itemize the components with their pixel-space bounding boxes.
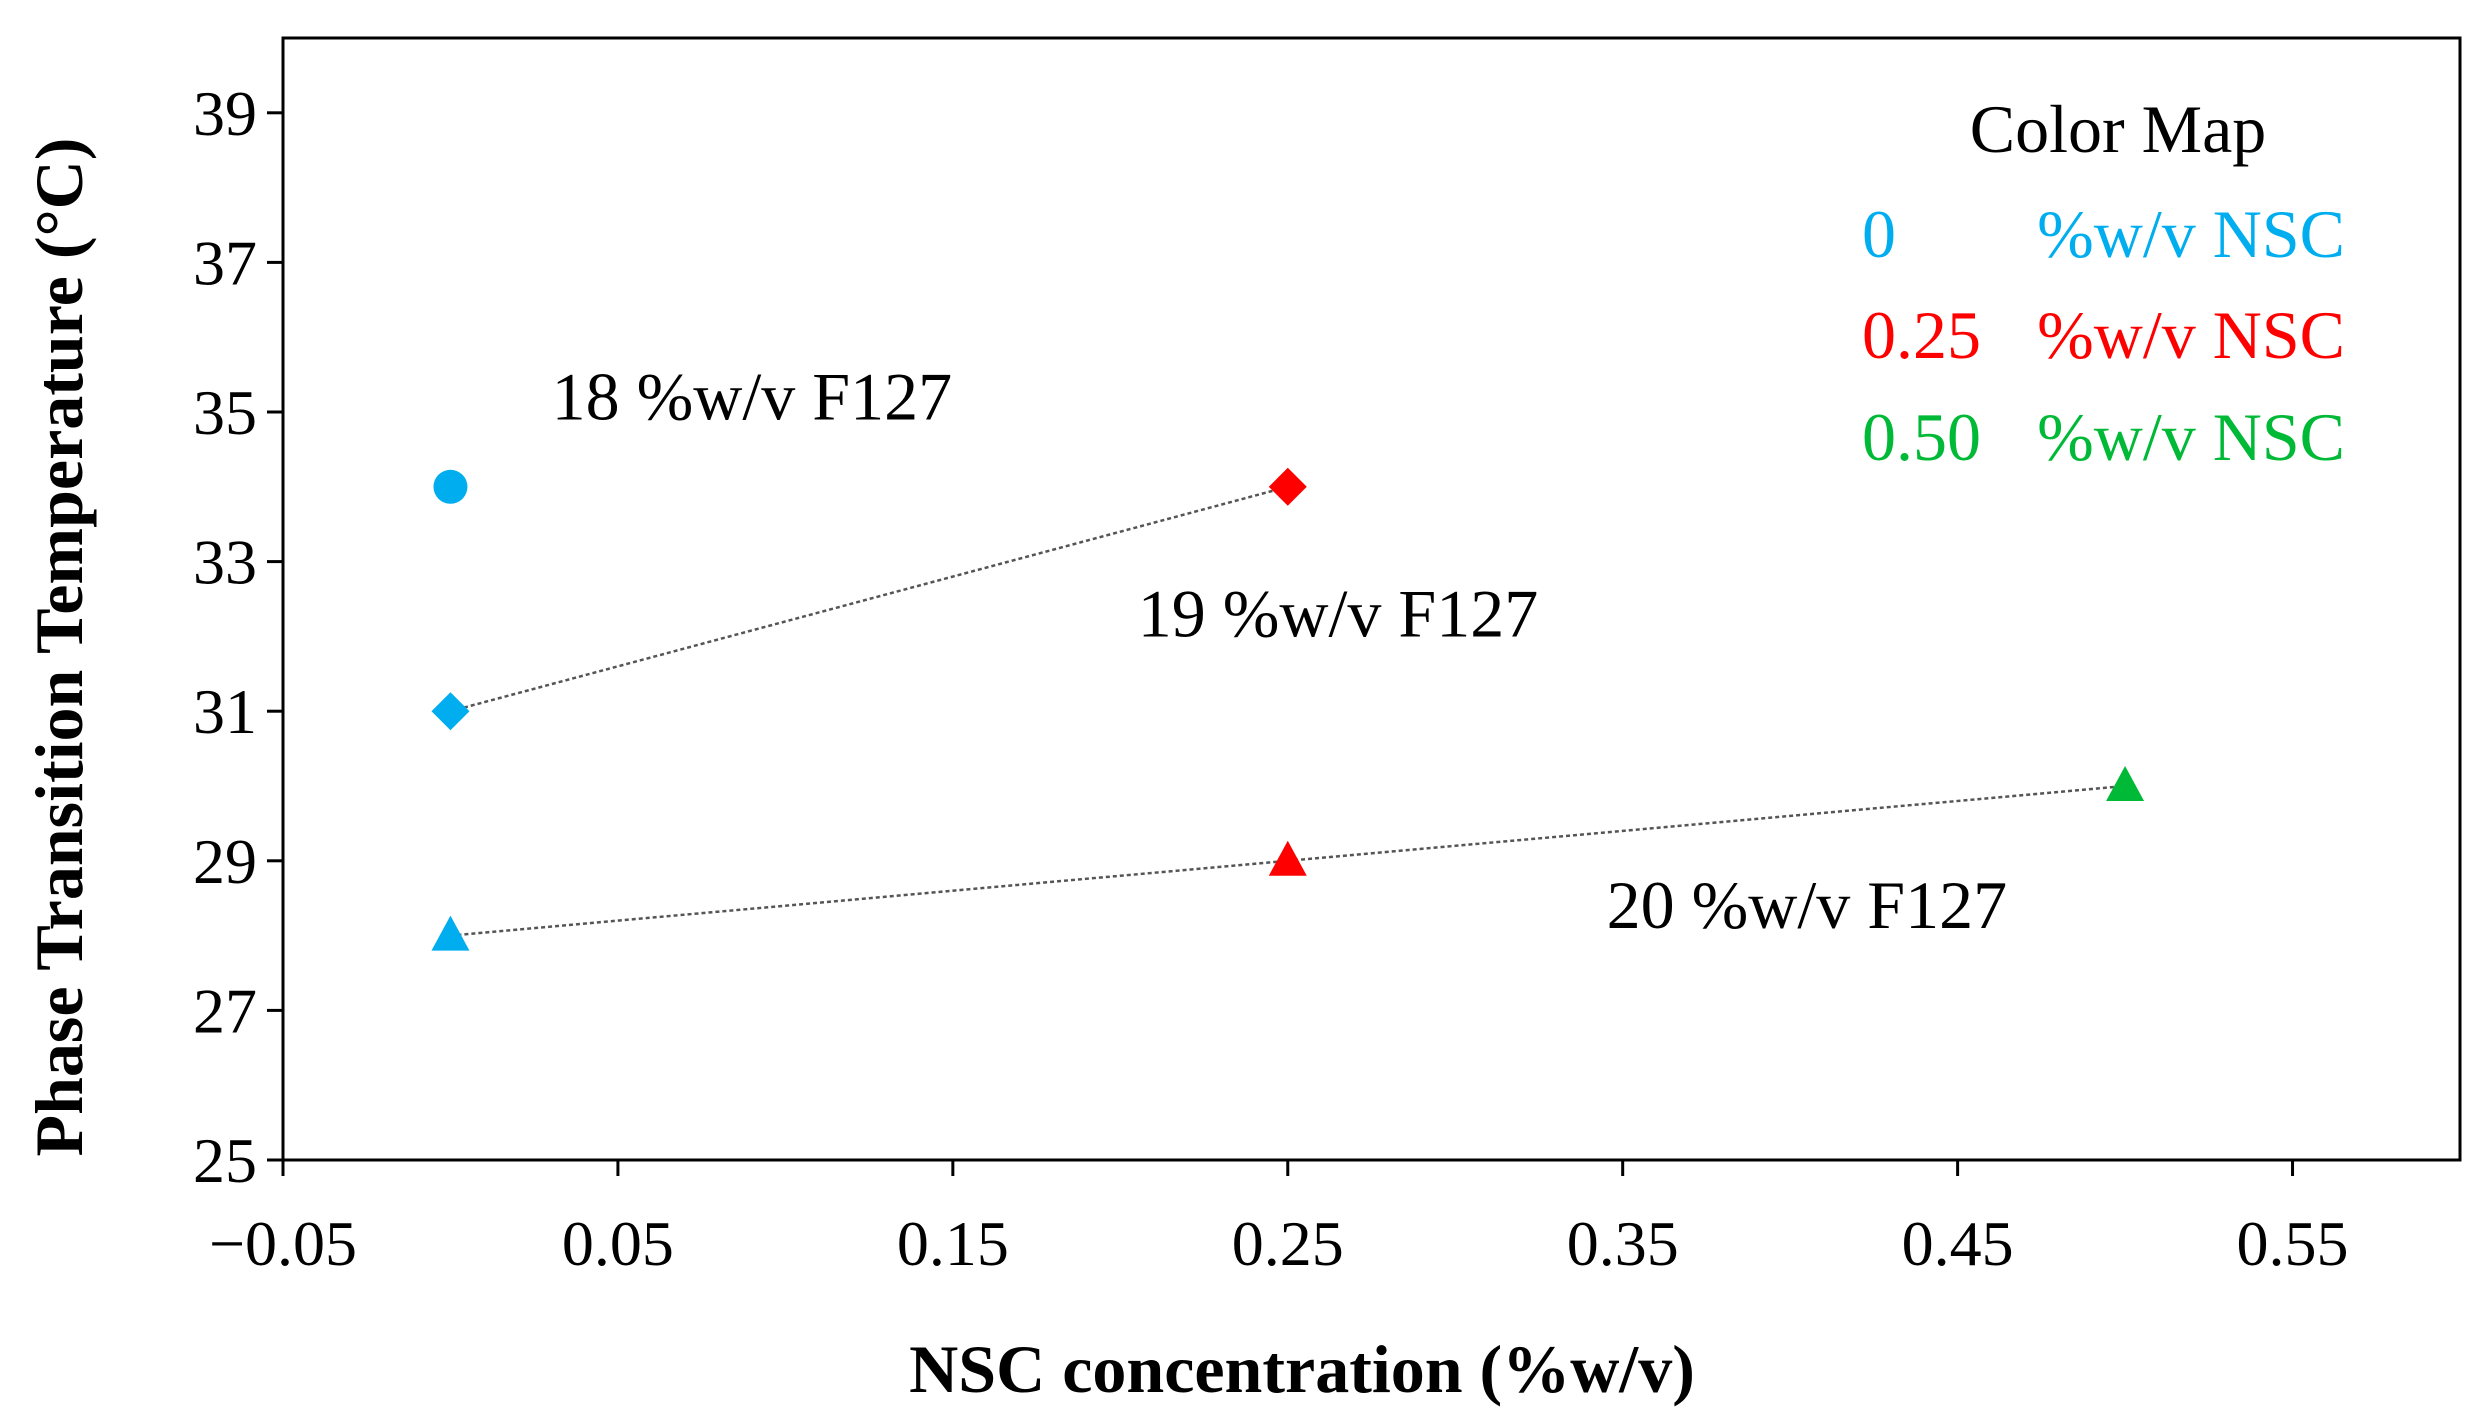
x-tick-label: −0.05	[209, 1208, 357, 1279]
x-tick-label: 0.05	[562, 1208, 674, 1279]
y-tick-label: 39	[193, 78, 257, 149]
data-point-triangle	[2106, 766, 2145, 801]
y-tick-label: 37	[193, 227, 257, 298]
y-tick-label: 27	[193, 975, 257, 1046]
legend-entry-unit: %w/v NSC	[2037, 196, 2345, 272]
data-point-diamond	[1268, 467, 1307, 506]
series-line	[450, 485, 1289, 713]
group-annotation: 20 %w/v F127	[1607, 867, 2007, 943]
annotations: 18 %w/v F127 19 %w/v F127 20 %w/v F127	[552, 358, 2007, 943]
y-tick-label: 33	[193, 527, 257, 598]
y-tick-label: 25	[193, 1125, 257, 1196]
data-point-triangle	[1268, 840, 1307, 876]
x-tick-label: 0.45	[1902, 1208, 2014, 1279]
data-point-circle	[433, 469, 468, 504]
legend-entry-value: 0	[1862, 196, 1896, 272]
axis-ticks: −0.05 0.05 0.15 0.25 0.35 0.45 0.55 25 27 29 31 33 3…	[193, 78, 2349, 1279]
legend-entry-unit: %w/v NSC	[2037, 297, 2345, 373]
y-tick-label: 29	[193, 826, 257, 897]
y-tick-label: 35	[193, 377, 257, 448]
y-axis-title: Phase Transition Temperature (°C)	[21, 138, 97, 1157]
group-annotation: 19 %w/v F127	[1138, 575, 1538, 651]
plot-area-frame	[281, 36, 2462, 1162]
x-tick-label: 0.25	[1232, 1208, 1344, 1279]
y-tick-label: 31	[193, 676, 257, 747]
x-tick-label: 0.35	[1567, 1208, 1679, 1279]
data-point-diamond	[431, 692, 470, 731]
x-tick-label: 0.15	[897, 1208, 1009, 1279]
legend-title: Color Map	[1970, 91, 2267, 167]
x-axis-title: NSC concentration (%w/v)	[909, 1331, 1695, 1407]
group-annotation: 18 %w/v F127	[552, 358, 952, 434]
legend-entry-value: 0.50	[1862, 399, 1981, 475]
data-point-triangle	[431, 915, 470, 951]
legend: Color Map 0 %w/v NSC 0.25 %w/v NSC 0.50 %w/v …	[1862, 91, 2345, 475]
x-tick-label: 0.55	[2237, 1208, 2349, 1279]
legend-entry-value: 0.25	[1862, 297, 1981, 373]
legend-entry-unit: %w/v NSC	[2037, 399, 2345, 475]
data-points	[431, 467, 2145, 951]
